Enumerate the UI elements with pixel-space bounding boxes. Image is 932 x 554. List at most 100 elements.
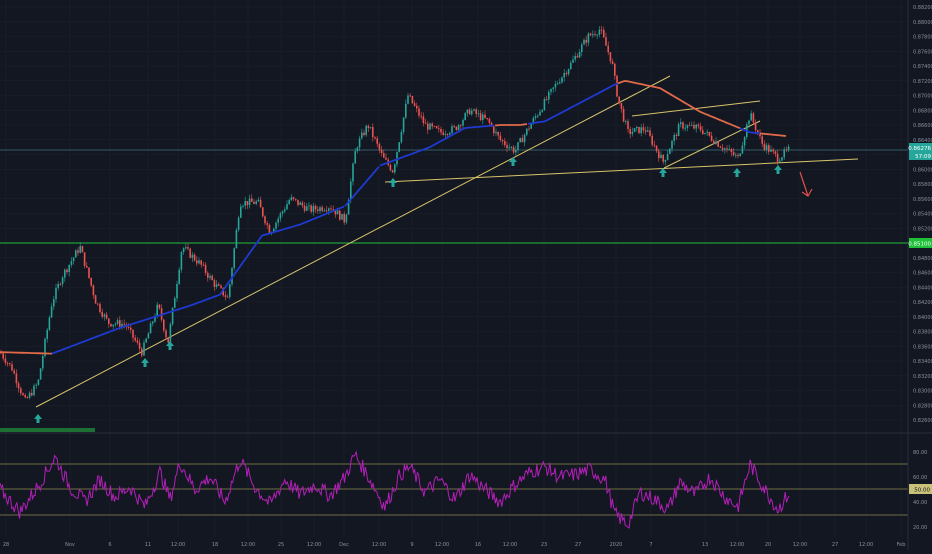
moving-average-segment	[344, 166, 380, 207]
candle-body	[427, 123, 429, 130]
candle-body	[136, 340, 139, 343]
down-arrow-annotation[interactable]	[799, 171, 813, 197]
candle-body	[702, 130, 704, 134]
down-arrow-icon[interactable]	[799, 171, 813, 197]
candle-body	[506, 144, 508, 149]
channel-lower-line[interactable]	[663, 120, 761, 169]
moving-average-segment	[527, 82, 619, 125]
candle-body	[675, 135, 678, 137]
price-tick-labels: 0.88200 0.88000 0.87800 0.87600 0.87400 0.872…	[913, 5, 932, 424]
neckline-support[interactable]	[384, 158, 859, 183]
candle-body	[462, 120, 464, 126]
price-tick-label: 0.87200	[913, 79, 932, 85]
candle-body	[684, 127, 686, 129]
candle-body	[523, 134, 526, 143]
candle-body	[248, 198, 251, 206]
candle-body	[407, 95, 409, 104]
candle-body	[405, 103, 407, 118]
moving-average-segment	[739, 127, 761, 135]
candle-body	[378, 143, 381, 150]
candle-body	[633, 128, 636, 133]
candle-body	[682, 122, 684, 129]
price-tick-label: 0.87400	[913, 64, 932, 70]
candle-body	[105, 314, 108, 319]
candle-body	[567, 69, 570, 75]
candle-body	[53, 299, 55, 307]
candle-body	[548, 91, 550, 100]
candle-body	[253, 201, 255, 204]
candle-body	[537, 115, 539, 117]
candle-body	[482, 114, 484, 121]
candle-body	[202, 264, 205, 266]
candle-body	[457, 125, 460, 131]
candle-body	[706, 131, 708, 133]
candle-body	[169, 324, 172, 343]
candle-body	[147, 333, 150, 339]
price-tick-label: 0.83600	[913, 344, 932, 350]
candle-body	[515, 149, 517, 153]
price-tick-label: 0.82800	[913, 403, 932, 409]
candle-body	[695, 124, 697, 129]
candle-body	[592, 34, 594, 36]
price-tick-label: 0.84000	[913, 315, 932, 321]
candle-body	[48, 317, 51, 330]
candle-body	[88, 267, 90, 278]
candle-body	[281, 211, 284, 214]
candle-body	[561, 77, 563, 83]
candle-body	[627, 121, 629, 130]
candle-body	[108, 318, 110, 324]
candle-body	[603, 30, 605, 38]
candle-body	[310, 205, 312, 212]
candle-body	[385, 157, 387, 160]
candle-body	[229, 284, 231, 297]
candle-body	[468, 109, 471, 115]
candle-body	[97, 303, 99, 305]
candle-body	[321, 207, 323, 211]
price-tick-label: 0.86400	[913, 138, 932, 144]
candle-body	[376, 138, 378, 144]
candle-body	[673, 135, 675, 141]
candle-body	[416, 105, 418, 109]
candle-body	[334, 210, 337, 215]
candle-body	[444, 134, 447, 135]
price-tick-label: 0.87600	[913, 49, 932, 55]
time-axis[interactable]: 28 Nov 6 11 12:00 18 12:00 25 12:00 Dec 12:00 9 12:0…	[3, 542, 906, 548]
candle-body	[530, 123, 532, 129]
candle-body	[185, 247, 187, 249]
candle-body	[123, 323, 125, 325]
candle-body	[556, 83, 559, 85]
candle-body	[332, 209, 334, 211]
candle-body	[70, 261, 73, 265]
candle-body	[563, 72, 565, 78]
candle-body	[785, 149, 788, 151]
candle-body	[279, 213, 282, 219]
candle-body	[101, 312, 103, 317]
candle-body	[325, 210, 328, 212]
candle-body	[719, 146, 722, 148]
candle-body	[697, 124, 700, 127]
candle-body	[420, 115, 422, 117]
candle-body	[671, 140, 673, 149]
moving-average-segment	[51, 205, 345, 355]
candle-body	[284, 209, 286, 212]
candle-body	[33, 385, 35, 396]
candle-body	[776, 153, 779, 162]
candle-body	[774, 151, 777, 154]
candle-body	[651, 135, 653, 145]
candle-body	[4, 358, 7, 363]
price-scale[interactable]: 0.88200 0.88000 0.87800 0.87600 0.87400 0.872…	[907, 0, 932, 550]
candle-body	[721, 147, 724, 150]
candle-body	[611, 61, 614, 64]
candle-body	[233, 248, 235, 268]
candle-body	[662, 154, 664, 162]
candle-body	[174, 298, 176, 308]
candle-body	[28, 392, 31, 398]
candle-body	[402, 117, 405, 132]
price-tick-label: 0.84800	[913, 256, 932, 262]
price-tick-label: 0.83000	[913, 389, 932, 395]
candle-body	[308, 205, 310, 207]
time-tick-label: 12:00	[171, 542, 185, 548]
candle-body	[488, 118, 491, 123]
